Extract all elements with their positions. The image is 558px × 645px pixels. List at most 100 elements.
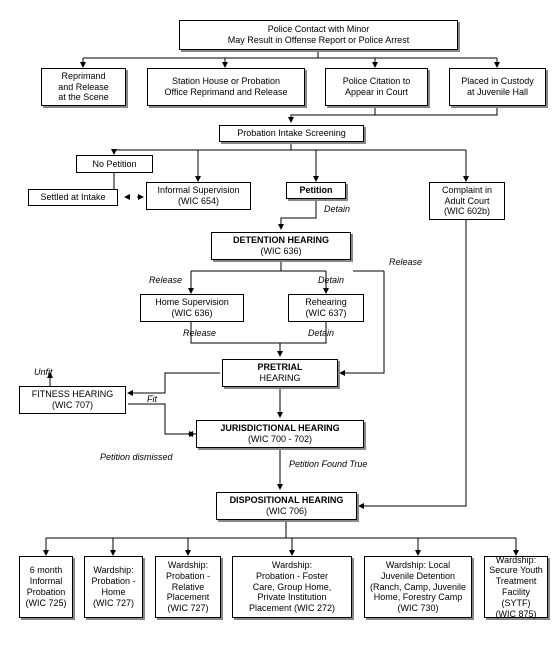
node-d2-line: (WIC 727) [93, 598, 134, 609]
node-infsup: Informal Supervision(WIC 654) [146, 182, 251, 210]
node-root-line: Police Contact with Minor [268, 24, 370, 35]
edge-32 [46, 520, 516, 553]
edge-28 [128, 404, 194, 434]
node-infsup-line: Informal Supervision [157, 185, 239, 196]
node-o4-line: Placed in Custody [461, 76, 534, 87]
node-pet: Petition [286, 182, 346, 199]
edge-6 [291, 106, 375, 122]
edge-label-unfit: Unfit [34, 367, 53, 377]
node-d5-line: (Ranch, Camp, Juvenile [370, 582, 466, 593]
edge-label-petdis: Petition dismissed [100, 452, 173, 462]
node-intake: Probation Intake Screening [219, 125, 364, 142]
edge-label-release2: Release [149, 275, 182, 285]
node-settle: Settled at Intake [28, 189, 118, 206]
edge-1 [83, 50, 497, 65]
edge-23 [340, 271, 384, 373]
node-d3-line: Probation - [166, 571, 210, 582]
node-pretrl-line: HEARING [259, 373, 300, 384]
node-d3-line: Placement [167, 592, 210, 603]
edge-label-detain1: Detain [324, 204, 350, 214]
node-o2: Station House or ProbationOffice Reprima… [147, 68, 305, 106]
node-dethr: DETENTION HEARING(WIC 636) [211, 232, 351, 260]
node-pretrl: PRETRIALHEARING [222, 359, 338, 387]
node-d3-line: Wardship: [168, 560, 208, 571]
node-o4: Placed in Custodyat Juvenile Hall [449, 68, 546, 106]
node-d4-line: Probation - Foster [256, 571, 328, 582]
node-settle-line: Settled at Intake [40, 192, 105, 203]
edge-7 [291, 106, 497, 115]
edge-label-release3: Release [183, 328, 216, 338]
node-o3-line: Police Citation to [343, 76, 411, 87]
node-adult-line: Complaint in [442, 185, 492, 196]
node-d3-line: Relative [172, 582, 205, 593]
node-homesup: Home Supervision(WIC 636) [140, 294, 244, 322]
node-d2: Wardship:Probation -Home(WIC 727) [84, 556, 143, 618]
node-d5-line: Juvenile Detention [381, 571, 455, 582]
node-d6: Wardship:Secure YouthTreatment Facility(… [484, 556, 548, 618]
node-d1-line: Informal [30, 576, 63, 587]
edge-27 [128, 373, 220, 393]
node-d5: Wardship: LocalJuvenile Detention(Ranch,… [364, 556, 472, 618]
node-juris: JURISDICTIONAL HEARING(WIC 700 - 702) [196, 420, 364, 448]
node-disp-line: (WIC 706) [266, 506, 307, 517]
node-d4-line: Placement (WIC 272) [249, 603, 335, 614]
node-d4-line: Care, Group Home, [253, 582, 332, 593]
node-d1: 6 monthInformalProbation(WIC 725) [19, 556, 73, 618]
node-adult-line: Adult Court [444, 196, 489, 207]
node-o2-line: Office Reprimand and Release [165, 87, 288, 98]
node-homesup-line: (WIC 636) [171, 308, 212, 319]
node-d4-line: Private Institution [257, 592, 326, 603]
node-rehear-line: Rehearing [305, 297, 347, 308]
node-root-line: May Result in Offense Report or Police A… [228, 35, 409, 46]
node-d1-line: Probation [27, 587, 66, 598]
node-disp-line: DISPOSITIONAL HEARING [230, 495, 344, 506]
node-pretrl-line: PRETRIAL [258, 362, 303, 373]
node-d3: Wardship:Probation -RelativePlacement(WI… [155, 556, 221, 618]
node-d5-line: Wardship: Local [386, 560, 450, 571]
node-root: Police Contact with MinorMay Result in O… [179, 20, 458, 50]
node-pet-line: Petition [300, 185, 333, 196]
node-fit-line: (WIC 707) [52, 400, 93, 411]
node-adult: Complaint inAdult Court(WIC 602b) [429, 182, 505, 220]
node-d1-line: (WIC 725) [25, 598, 66, 609]
node-o1-line: Reprimand [61, 71, 105, 82]
node-juris-line: JURISDICTIONAL HEARING [220, 423, 339, 434]
node-dethr-line: DETENTION HEARING [233, 235, 329, 246]
edge-label-pft: Petition Found True [289, 459, 367, 469]
node-fit-line: FITNESS HEARING [32, 389, 114, 400]
node-d6-line: Treatment Facility [488, 576, 544, 598]
edge-8 [114, 142, 466, 179]
node-homesup-line: Home Supervision [155, 297, 229, 308]
node-d6-line: (SYTF) [502, 598, 531, 609]
node-rehear-line: (WIC 637) [305, 308, 346, 319]
node-o1: Reprimandand Releaseat the Scene [41, 68, 126, 106]
node-juris-line: (WIC 700 - 702) [248, 434, 312, 445]
node-nopet: No Petition [76, 155, 153, 173]
node-d4-line: Wardship: [272, 560, 312, 571]
edge-label-release1: Release [389, 257, 422, 267]
node-o3: Police Citation toAppear in Court [325, 68, 428, 106]
edge-label-fit2: Fit [147, 394, 157, 404]
node-infsup-line: (WIC 654) [178, 196, 219, 207]
node-o4-line: at Juvenile Hall [467, 87, 528, 98]
node-intake-line: Probation Intake Screening [237, 128, 346, 139]
node-d1-line: 6 month [30, 565, 63, 576]
node-rehear: Rehearing(WIC 637) [288, 294, 364, 322]
node-d3-line: (WIC 727) [167, 603, 208, 614]
node-o2-line: Station House or Probation [172, 76, 280, 87]
edge-label-detain3: Detain [308, 328, 334, 338]
node-fit: FITNESS HEARING(WIC 707) [19, 386, 126, 414]
node-dethr-line: (WIC 636) [260, 246, 301, 257]
node-d2-line: Probation - [91, 576, 135, 587]
node-d2-line: Wardship: [93, 565, 133, 576]
node-o1-line: at the Scene [58, 92, 109, 103]
edge-label-detain2: Detain [318, 275, 344, 285]
edge-18 [191, 260, 326, 291]
node-d6-line: Secure Youth [489, 565, 543, 576]
node-d6-line: Wardship: [496, 555, 536, 566]
node-o3-line: Appear in Court [345, 87, 408, 98]
node-d5-line: (WIC 730) [397, 603, 438, 614]
node-o1-line: and Release [58, 82, 109, 93]
node-disp: DISPOSITIONAL HEARING(WIC 706) [216, 492, 357, 520]
node-adult-line: (WIC 602b) [444, 206, 490, 217]
